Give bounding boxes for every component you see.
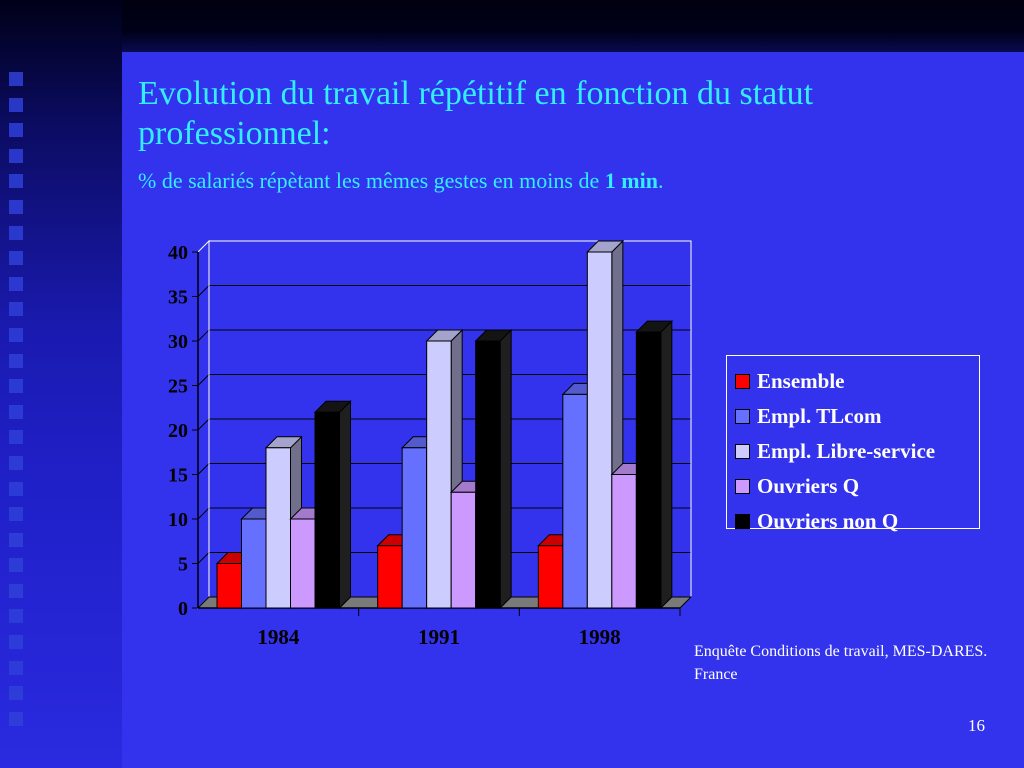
- decorative-square: [9, 455, 23, 470]
- decorative-square: [9, 532, 23, 547]
- slide-title: Evolution du travail répétitif en foncti…: [138, 75, 814, 152]
- legend-item: Ouvriers Q: [727, 469, 979, 504]
- legend-swatch: [735, 409, 750, 424]
- slide-subtitle: % de salariés répètant les mêmes gestes …: [138, 167, 663, 195]
- gridline-side: [197, 463, 210, 475]
- legend-item: Empl. TLcom: [727, 399, 979, 434]
- y-tick-label: 10: [168, 509, 188, 531]
- gridline-side: [197, 285, 210, 297]
- decorative-square: [9, 123, 23, 138]
- bar: [314, 411, 340, 609]
- source-note: Enquête Conditions de travail, MES-DARES…: [694, 643, 988, 683]
- decorative-square: [9, 481, 23, 496]
- decorative-squares: [9, 72, 25, 737]
- decorative-square: [9, 404, 23, 419]
- decorative-square: [9, 225, 23, 240]
- y-tick-label: 30: [168, 331, 188, 353]
- bar: [265, 447, 291, 609]
- decorative-square: [9, 558, 23, 573]
- decorative-square: [9, 148, 23, 163]
- decorative-square: [9, 686, 23, 701]
- bar: [450, 491, 477, 609]
- decorative-square: [9, 327, 23, 342]
- gridline-side: [197, 329, 210, 342]
- legend-item: Ensemble: [727, 364, 979, 399]
- bar-side: [499, 328, 512, 610]
- y-tick-label: 40: [168, 242, 188, 264]
- x-tick-label: 1998: [579, 625, 621, 649]
- y-tick-label: 15: [168, 465, 188, 487]
- bar: [537, 545, 564, 609]
- decorative-square: [9, 72, 23, 86]
- legend-label: Empl. Libre-service: [757, 439, 936, 463]
- decorative-square: [9, 609, 23, 624]
- legend-item: Ouvriers non Q: [727, 504, 979, 539]
- bar-side: [339, 399, 351, 610]
- decorative-square: [9, 379, 23, 394]
- decorative-square: [9, 711, 23, 726]
- gridline-side: [197, 418, 210, 431]
- legend-label: Ouvriers Q: [757, 474, 860, 498]
- decorative-square: [9, 583, 23, 598]
- bar: [241, 518, 267, 609]
- decorative-square: [9, 251, 23, 266]
- decorative-square: [9, 302, 23, 317]
- legend-swatch: [735, 514, 750, 529]
- y-tick-label: 20: [168, 420, 188, 442]
- legend-label: Ensemble: [757, 369, 845, 393]
- bar: [216, 563, 242, 609]
- page-number: 16: [968, 716, 985, 735]
- decorative-square: [9, 199, 23, 214]
- x-tick-label: 1984: [257, 625, 300, 649]
- left-band: [0, 0, 122, 768]
- legend-item: Empl. Libre-service: [727, 434, 979, 469]
- gridline-side: [197, 374, 210, 386]
- decorative-square: [9, 353, 23, 368]
- decorative-square: [9, 635, 23, 650]
- bar-side: [660, 319, 673, 610]
- legend-label: Ouvriers non Q: [757, 509, 899, 533]
- y-tick-label: 35: [168, 287, 188, 309]
- subtitle-text: % de salariés répètant les mêmes gestes …: [138, 168, 605, 193]
- y-tick-label: 25: [168, 376, 188, 398]
- y-tick-label: 0: [178, 598, 188, 620]
- decorative-square: [9, 430, 23, 445]
- legend-swatch: [735, 479, 750, 494]
- chart-legend: Ensemble Empl. TLcom Empl. Libre-service Ou…: [726, 355, 980, 533]
- gridline-side: [197, 507, 210, 520]
- decorative-square: [9, 507, 23, 522]
- bar: [635, 331, 662, 609]
- decorative-square: [9, 660, 23, 675]
- gridline-side: [197, 552, 210, 564]
- decorative-square: [9, 97, 23, 112]
- legend-swatch: [735, 444, 750, 459]
- bar: [401, 447, 428, 609]
- y-tick-label: 5: [178, 554, 188, 576]
- decorative-square: [9, 174, 23, 189]
- bar: [611, 474, 637, 609]
- top-band: [0, 0, 1024, 52]
- bar: [586, 251, 613, 609]
- subtitle-bold: 1 min: [604, 168, 658, 193]
- legend-label: Empl. TLcom: [757, 404, 882, 428]
- bar: [562, 393, 588, 609]
- subtitle-suffix: .: [657, 168, 664, 193]
- bar: [290, 518, 316, 609]
- decorative-square: [9, 276, 23, 291]
- x-tick-label: 1991: [418, 625, 460, 649]
- bar: [426, 340, 452, 609]
- bar: [377, 545, 403, 609]
- legend-swatch: [735, 374, 750, 389]
- bar: [475, 340, 501, 609]
